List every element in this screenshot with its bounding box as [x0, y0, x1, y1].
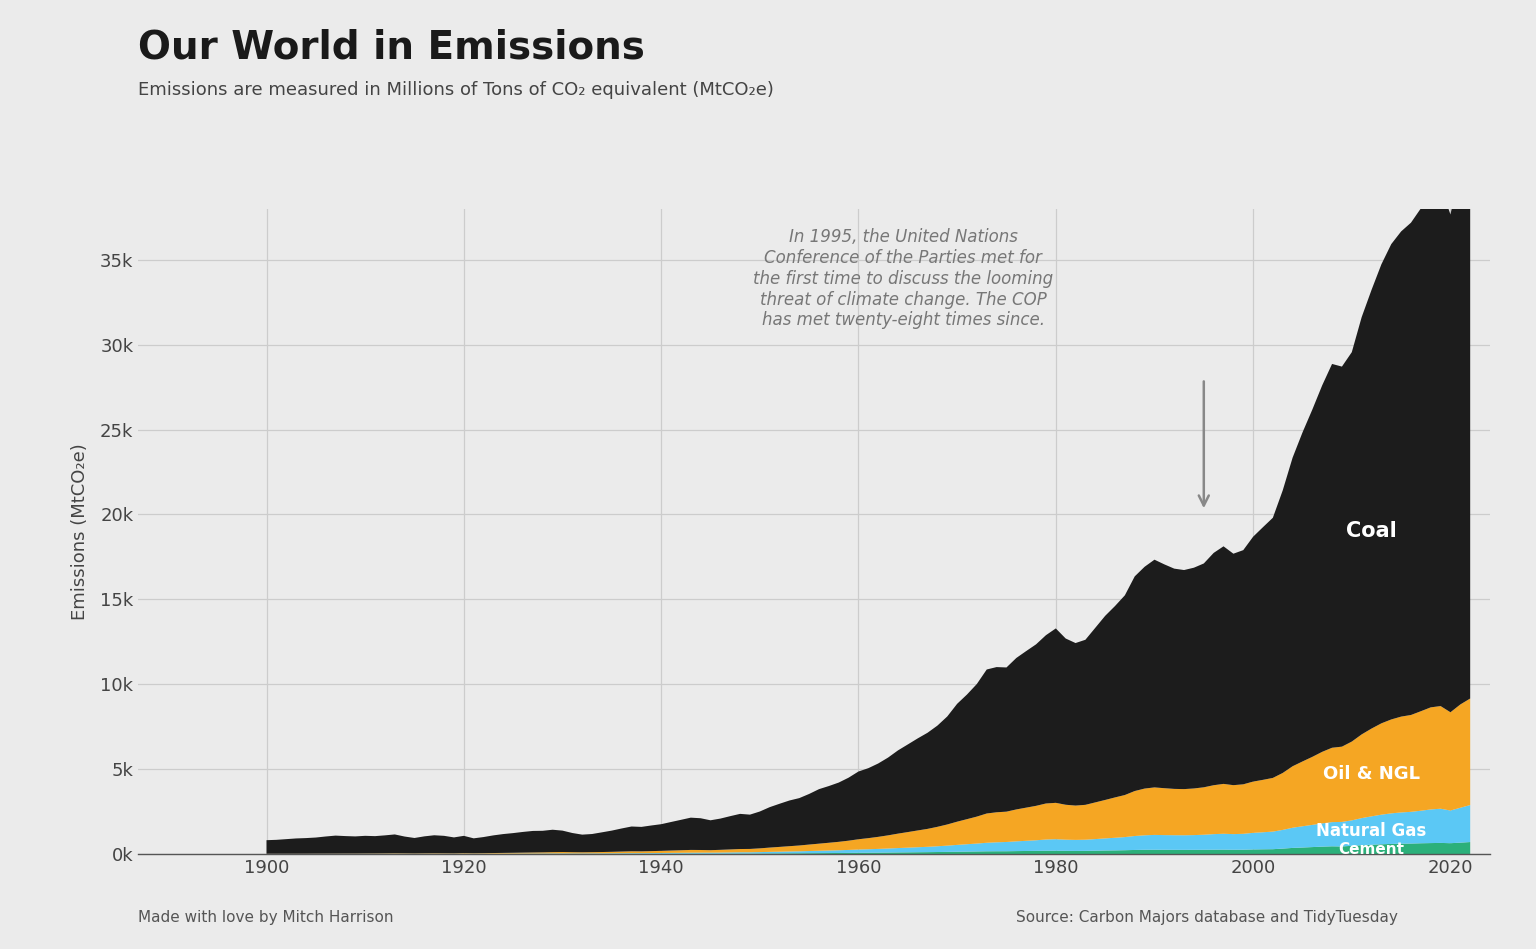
Text: Made with love by Mitch Harrison: Made with love by Mitch Harrison [138, 910, 393, 925]
Text: Cement: Cement [1338, 842, 1404, 857]
Text: Natural Gas: Natural Gas [1316, 822, 1427, 840]
Text: Source: Carbon Majors database and TidyTuesday: Source: Carbon Majors database and TidyT… [1015, 910, 1398, 925]
Y-axis label: Emissions (MtCO₂e): Emissions (MtCO₂e) [71, 443, 89, 620]
Text: In 1995, the United Nations
Conference of the Parties met for
the first time to : In 1995, the United Nations Conference o… [753, 228, 1054, 329]
Text: Coal: Coal [1346, 521, 1396, 542]
Text: Our World in Emissions: Our World in Emissions [138, 28, 645, 66]
Text: Oil & NGL: Oil & NGL [1322, 765, 1419, 783]
Text: Emissions are measured in Millions of Tons of CO₂ equivalent (MtCO₂e): Emissions are measured in Millions of To… [138, 81, 774, 99]
